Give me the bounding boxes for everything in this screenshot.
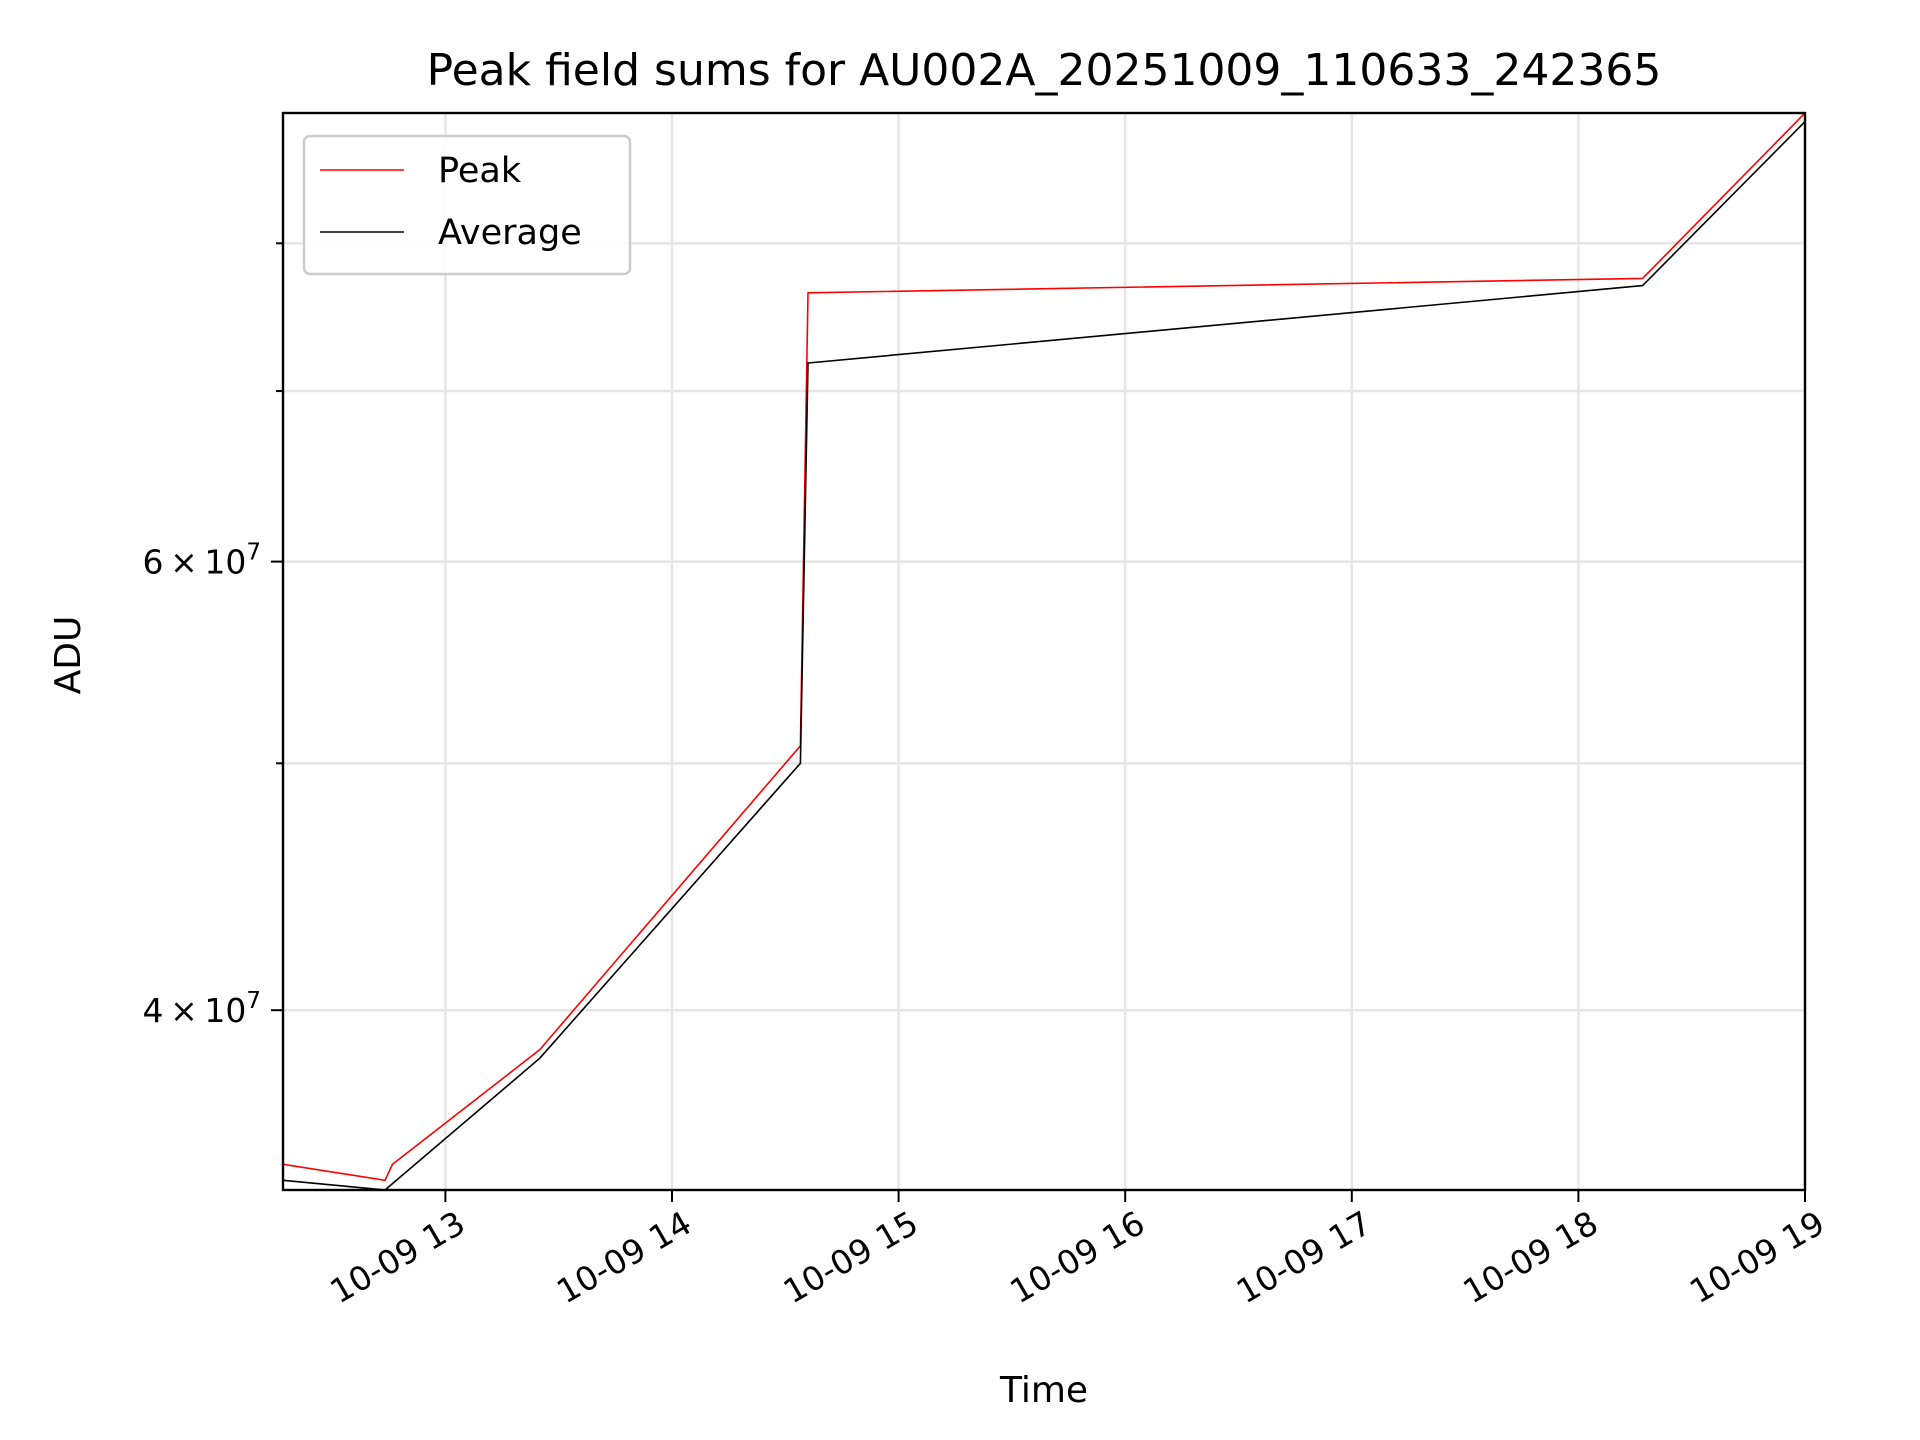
x-axis-label: Time	[999, 1370, 1088, 1411]
legend-label-peak: Peak	[438, 151, 522, 191]
legend-label-average: Average	[438, 213, 582, 253]
series-line-average	[283, 121, 1805, 1190]
y-tick-label: 6 × 107	[143, 540, 261, 582]
series-line-peak	[283, 113, 1805, 1182]
series-layer	[283, 113, 1805, 1190]
y-tick-label: 4 × 107	[143, 988, 261, 1030]
legend: Peak Average	[302, 134, 632, 276]
y-axis-label: ADU	[48, 616, 89, 695]
plot-frame	[281, 111, 1807, 1192]
chart-title: Peak field sums for AU002A_20251009_1106…	[427, 45, 1662, 96]
